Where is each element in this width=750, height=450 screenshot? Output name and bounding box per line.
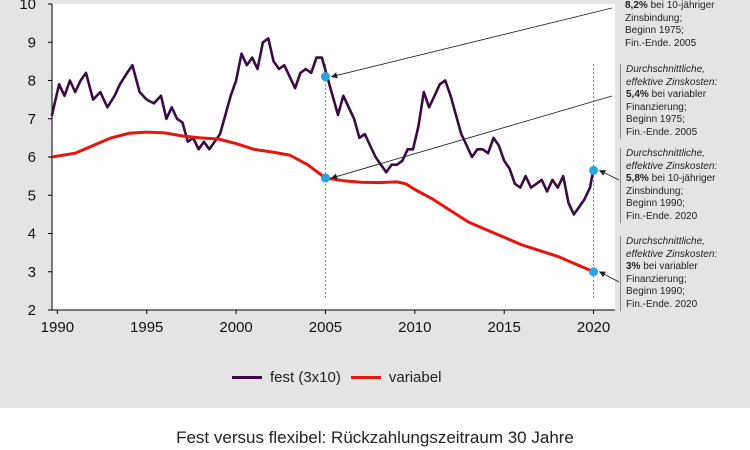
legend-swatch-fest — [232, 376, 262, 379]
legend-swatch-variabel — [350, 376, 381, 379]
data-marker — [320, 72, 330, 82]
annotation-line: Fin.-Ende. 2020 — [626, 298, 698, 310]
annotation-line: Zinsbindung; — [625, 12, 683, 24]
annotation-lead: Durchschnittliche, effektive Zinskosten: — [626, 64, 718, 88]
annotation-value: 3% — [626, 261, 641, 272]
annotation-variabel-2020: Durchschnittliche, effektive Zinskosten:… — [620, 236, 734, 311]
data-marker — [589, 267, 599, 277]
annotation-arrow — [598, 271, 620, 283]
annotation-line: bei variabler — [651, 89, 707, 100]
data-marker — [589, 165, 599, 175]
annotation-arrow — [330, 95, 613, 180]
chart-caption: Fest versus flexibel: Rückzahlungszeitra… — [176, 428, 574, 447]
annotation-value: 5,4% — [626, 89, 649, 100]
legend-label-fest: fest (3x10) — [270, 369, 341, 386]
x-tick-label: 2015 — [487, 319, 520, 336]
y-tick-label: 6 — [28, 149, 36, 166]
annotation-line: Beginn 1990; — [626, 198, 685, 209]
annotation-line: Beginn 1975; — [626, 114, 685, 125]
y-tick-label: 7 — [28, 111, 36, 128]
x-tick-label: 2020 — [577, 319, 610, 336]
data-marker — [320, 173, 330, 183]
y-tick-label: 5 — [28, 187, 36, 204]
annotation-value: 5,8% — [626, 173, 649, 184]
annotation-line: Beginn 1990; — [626, 286, 685, 297]
annotation-line: Finanzierung; — [626, 273, 687, 285]
annotation-lead: Durchschnittliche, effektive Zinskosten: — [626, 236, 718, 260]
annotation-arrow — [598, 169, 620, 181]
annotation-variabel-2005: Durchschnittliche, effektive Zinskosten:… — [620, 64, 734, 139]
legend-item-fest: fest (3x10) — [232, 369, 341, 386]
x-tick-label: 2005 — [309, 319, 342, 336]
annotation-arrow — [330, 7, 613, 79]
annotation-line: Beginn 1975; — [625, 25, 684, 36]
plot-area — [52, 4, 615, 310]
annotation-lead: Durchschnittliche, effektive Zinskosten: — [626, 148, 718, 172]
legend-item-variabel: variabel — [350, 369, 442, 386]
annotation-line: bei 10-jähriger — [650, 0, 715, 11]
y-tick-label: 4 — [28, 226, 36, 243]
legend-label-variabel: variabel — [388, 369, 442, 386]
y-tick-label: 10 — [19, 0, 36, 13]
x-tick-label: 1990 — [41, 319, 74, 336]
annotation-value: 8,2% — [625, 0, 648, 11]
annotation-line: Fin.-Ende. 2020 — [626, 210, 698, 222]
y-tick-label: 3 — [28, 264, 36, 281]
x-tick-label: 2010 — [398, 319, 431, 336]
y-tick-label: 2 — [28, 302, 36, 319]
y-tick-label: 8 — [28, 73, 36, 90]
annotation-line: bei 10-jähriger — [651, 173, 716, 184]
annotation-line: Fin.-Ende. 2005 — [626, 126, 698, 138]
annotation-line: Finanzierung; — [626, 101, 687, 113]
annotation-fest-2020: Durchschnittliche, effektive Zinskosten:… — [620, 148, 734, 223]
x-tick-label: 1995 — [130, 319, 163, 336]
series-line-fest — [50, 37, 595, 216]
annotation-line: Zinsbindung; — [626, 185, 684, 197]
y-tick-label: 9 — [28, 34, 36, 51]
annotation-line: Fin.-Ende. 2005 — [625, 37, 697, 49]
annotation-line: bei variabler — [643, 261, 698, 272]
x-tick-label: 2000 — [219, 319, 252, 336]
chart-legend: fest (3x10) variabel — [232, 369, 451, 386]
annotation-fest-2005: 8,2% bei 10-jähriger Zinsbindung; Beginn… — [620, 0, 733, 50]
interest-rate-chart: 2 3 4 5 6 7 8 9 10 1990 1995 2000 2005 2010 2015 2020 — [19, 0, 620, 336]
